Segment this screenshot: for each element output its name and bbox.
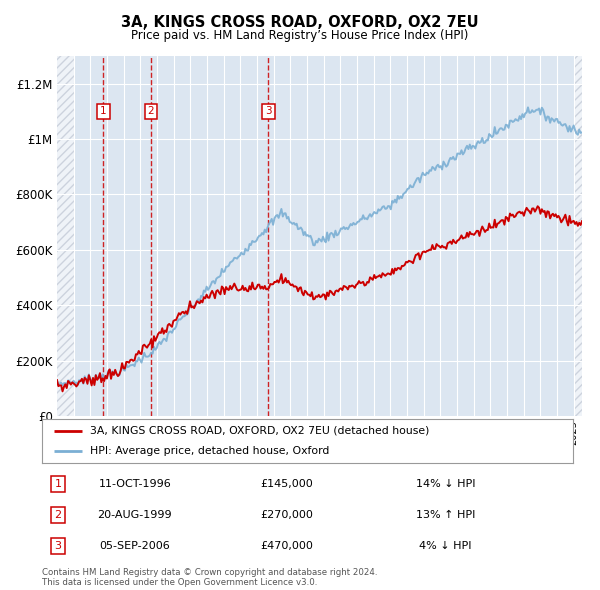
Text: 05-SEP-2006: 05-SEP-2006 (100, 541, 170, 551)
Text: Price paid vs. HM Land Registry’s House Price Index (HPI): Price paid vs. HM Land Registry’s House … (131, 30, 469, 42)
Text: 1: 1 (100, 106, 107, 116)
Bar (57, 56, 74, 416)
Text: 20-AUG-1999: 20-AUG-1999 (98, 510, 172, 520)
Text: 3A, KINGS CROSS ROAD, OXFORD, OX2 7EU (detached house): 3A, KINGS CROSS ROAD, OXFORD, OX2 7EU (d… (90, 426, 429, 436)
Text: Contains HM Land Registry data © Crown copyright and database right 2024.
This d: Contains HM Land Registry data © Crown c… (42, 568, 377, 587)
Text: £145,000: £145,000 (260, 478, 313, 489)
Text: 3: 3 (265, 106, 272, 116)
Text: 2: 2 (55, 510, 61, 520)
Text: 11-OCT-1996: 11-OCT-1996 (98, 478, 172, 489)
Text: £470,000: £470,000 (260, 541, 313, 551)
Text: 2: 2 (148, 106, 154, 116)
Text: 14% ↓ HPI: 14% ↓ HPI (416, 478, 475, 489)
Bar (574, 56, 582, 416)
Text: £270,000: £270,000 (260, 510, 313, 520)
Text: 4% ↓ HPI: 4% ↓ HPI (419, 541, 472, 551)
Text: HPI: Average price, detached house, Oxford: HPI: Average price, detached house, Oxfo… (90, 446, 329, 456)
Text: 3: 3 (55, 541, 61, 551)
Text: 3A, KINGS CROSS ROAD, OXFORD, OX2 7EU: 3A, KINGS CROSS ROAD, OXFORD, OX2 7EU (121, 15, 479, 30)
Text: 13% ↑ HPI: 13% ↑ HPI (416, 510, 475, 520)
Text: 1: 1 (55, 478, 61, 489)
